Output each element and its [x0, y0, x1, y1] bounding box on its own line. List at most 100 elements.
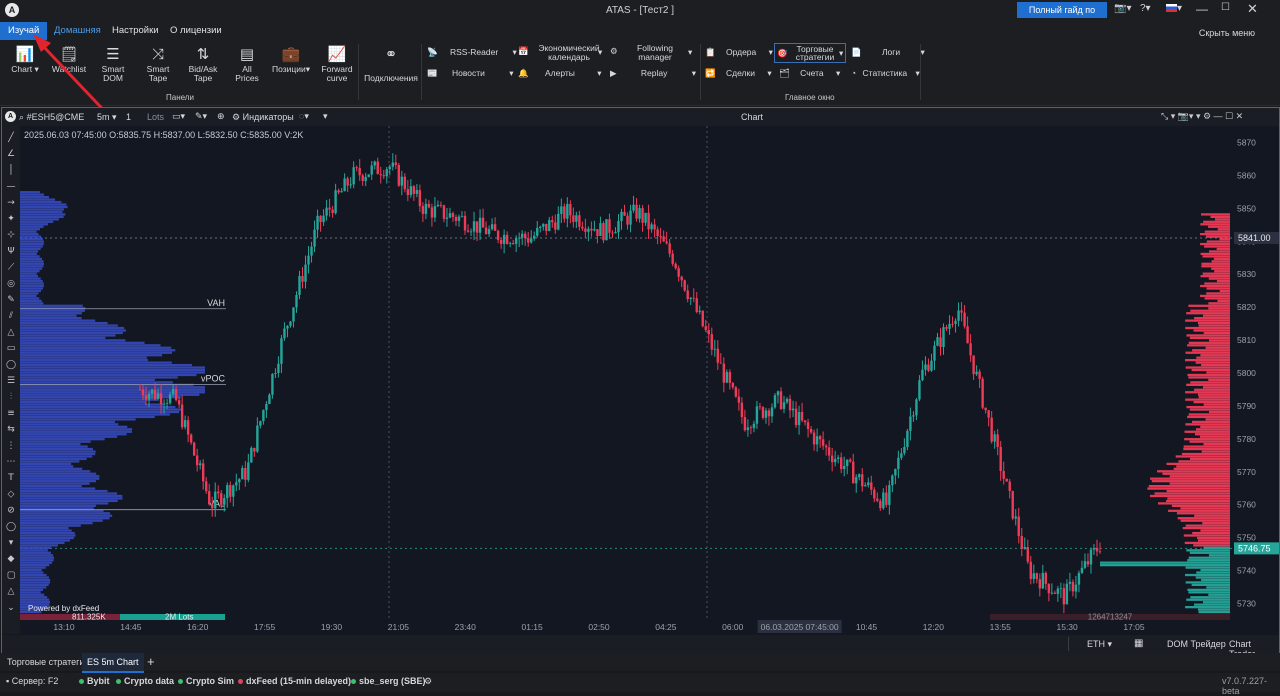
- workspace-tab-es-chart[interactable]: ES 5m Chart: [82, 653, 144, 673]
- drawing-tool-icon[interactable]: ╱: [7, 131, 14, 143]
- candle-body: [466, 230, 470, 232]
- rss-reader-button[interactable]: 📡 RSS-Reader ▾: [427, 47, 517, 57]
- drawing-tool-icon[interactable]: ▢: [7, 570, 16, 580]
- chart-window-controls[interactable]: ⤡ ▾ 📷▾ ▾ ⚙ — ☐ ✕: [1161, 111, 1244, 121]
- watchlist-button[interactable]: 🗒 Watchlist: [48, 45, 90, 74]
- profile-bar: [1188, 376, 1230, 379]
- language-flag-icon[interactable]: ▾: [1166, 3, 1182, 14]
- connections-button[interactable]: ⚭ Подключения: [362, 45, 420, 83]
- drawing-tool-icon[interactable]: Ψ: [7, 246, 14, 256]
- drawing-tool-icon[interactable]: ⊘: [7, 506, 15, 516]
- drawing-tool-icon[interactable]: ◯: [6, 360, 16, 370]
- drawing-tool-icon[interactable]: ⫶: [10, 391, 12, 402]
- drawing-tool-icon[interactable]: T: [7, 473, 14, 483]
- minimize-icon[interactable]: —: [1196, 2, 1208, 16]
- connection-crypto-sim[interactable]: Crypto Sim: [178, 676, 234, 686]
- settings-gear-icon[interactable]: ⚙: [424, 676, 433, 686]
- drawing-tool-icon[interactable]: ⫽: [8, 311, 13, 321]
- connection-dxfeed[interactable]: dxFeed (15-min delayed): [238, 676, 351, 686]
- smart-dom-button[interactable]: ☰ Smart DOM: [94, 45, 132, 83]
- drawing-tool-icon[interactable]: ⊹: [7, 230, 15, 240]
- statistics-button[interactable]: ◔ Статистика ▾: [851, 68, 920, 78]
- price-axis[interactable]: 5730 5740 5750 5760 5770 5780 5790 5800 5810 5820…: [1234, 126, 1279, 620]
- tab-license[interactable]: О лицензии: [170, 25, 222, 36]
- order-icon[interactable]: ▭▾: [172, 111, 186, 121]
- smart-tape-button[interactable]: ⤨ Smart Tape: [138, 45, 178, 83]
- calendar-icon[interactable]: ▦: [1134, 638, 1144, 649]
- strategies-button[interactable]: 🎯 Торговые стратегии ▾: [774, 43, 846, 63]
- drawing-tool-icon[interactable]: ⇆: [7, 425, 15, 435]
- candle-body: [587, 228, 590, 232]
- dom-trader-button[interactable]: DOM Трейдер: [1167, 639, 1226, 649]
- session-select[interactable]: ETH ▾: [1087, 639, 1113, 649]
- drawing-tool-icon[interactable]: —: [7, 182, 16, 192]
- forward-curve-button[interactable]: 📈 Forward curve: [318, 45, 356, 83]
- drawing-tool-icon[interactable]: │: [8, 163, 13, 175]
- candle-body: [671, 253, 674, 264]
- drawing-tool-icon[interactable]: ≡: [7, 408, 15, 418]
- drawing-tool-icon[interactable]: ◯: [6, 522, 16, 532]
- add-workspace-tab-button[interactable]: +: [147, 654, 155, 669]
- candle-body: [418, 190, 422, 207]
- camera-icon[interactable]: 📷▾: [1114, 3, 1132, 14]
- drawing-tool-icon[interactable]: △: [8, 327, 15, 337]
- positions-button[interactable]: 💼 Позиции▾: [268, 45, 314, 74]
- smart-dom-icon: ☰: [106, 46, 120, 63]
- tab-home[interactable]: Домашняя: [54, 25, 101, 36]
- all-prices-button[interactable]: ▤ All Prices: [230, 45, 264, 83]
- alerts-button[interactable]: 🔔 Алерты ▾: [518, 68, 602, 78]
- bid-ask-tape-button[interactable]: ⇅ Bid/Ask Tape: [182, 45, 224, 83]
- tab-settings[interactable]: Настройки: [112, 25, 159, 36]
- connection-crypto-data[interactable]: Crypto data: [116, 676, 174, 686]
- zoom-icon[interactable]: ⊕: [217, 111, 225, 121]
- maximize-icon[interactable]: ☐: [1221, 2, 1230, 13]
- help-icon[interactable]: ?▾: [1140, 3, 1151, 14]
- connection-sbe[interactable]: sbe_serg (SBE): [351, 676, 426, 686]
- time-axis[interactable]: 13:10 14:45 16:20 17:55 19:30 21:05 23:40 01:15…: [20, 620, 1234, 634]
- collapse-menu-button[interactable]: Скрыть меню: [1198, 28, 1255, 38]
- server-status[interactable]: ▪ Сервер: F2: [6, 676, 58, 686]
- drawing-tool-icon[interactable]: →: [7, 198, 15, 208]
- profile-bar: [1188, 413, 1230, 416]
- guide-button[interactable]: Полный гайд по ATAS: [1017, 2, 1107, 31]
- candle-body: [981, 378, 984, 408]
- drawing-tool-icon[interactable]: ⟋: [8, 263, 15, 273]
- drawing-tool-icon[interactable]: ◆: [8, 554, 15, 564]
- connection-bybit[interactable]: Bybit: [79, 676, 110, 686]
- following-icon: ⚙: [610, 46, 618, 56]
- workspace-tab-strategies[interactable]: Торговые стратегии: [7, 657, 90, 667]
- lots-input[interactable]: 1: [126, 112, 132, 122]
- orders-button[interactable]: 📋 Ордера ▾: [705, 47, 773, 57]
- drawing-tool-icon[interactable]: ⋯: [7, 457, 16, 467]
- deals-button[interactable]: 🔁 Сделки ▾: [705, 68, 772, 78]
- candle-body: [319, 215, 322, 223]
- close-icon[interactable]: ✕: [1247, 1, 1258, 16]
- accounts-button[interactable]: 🗂 Счета ▾: [779, 68, 841, 78]
- drawing-tool-icon[interactable]: ⌄: [7, 603, 15, 613]
- drawing-tool-icon[interactable]: ◎: [7, 279, 15, 289]
- drawing-tool-icon[interactable]: ⋮: [7, 441, 16, 451]
- chart-button[interactable]: 📊 Chart ▾: [6, 45, 44, 74]
- candle-body: [1071, 581, 1075, 592]
- drawing-tool-icon[interactable]: ✎: [7, 295, 15, 305]
- settings-icon[interactable]: ◌▾: [299, 111, 309, 121]
- symbol-search[interactable]: ⌕ #ESH5@CME: [19, 112, 84, 123]
- pencil-icon[interactable]: ✎▾: [195, 111, 208, 121]
- drawing-tool-icon[interactable]: ∠: [7, 149, 15, 159]
- candle-body: [1017, 516, 1020, 536]
- candle-body: [349, 184, 352, 186]
- logs-button[interactable]: 📄 Логи ▾: [851, 47, 925, 57]
- drawing-tool-icon[interactable]: ☰: [7, 376, 15, 386]
- chart-plot[interactable]: VAH vPOC VAL Powered by dxFeed 811.325K 2M Lo…: [20, 126, 1234, 622]
- timeframe-select[interactable]: 5m ▾: [97, 112, 117, 122]
- drawing-tool-icon[interactable]: ▾: [9, 538, 14, 548]
- profile-bar: [20, 366, 205, 369]
- template-icon[interactable]: ▾: [323, 111, 328, 121]
- drawing-tool-icon[interactable]: ▭: [7, 344, 16, 354]
- indicators-button[interactable]: ⚙ Индикаторы: [232, 112, 294, 123]
- news-button[interactable]: 📰 Новости ▾: [427, 68, 514, 78]
- drawing-tool-icon[interactable]: ◇: [8, 489, 15, 499]
- drawing-tool-icon[interactable]: △: [8, 587, 15, 597]
- drawing-tool-icon[interactable]: ✦: [7, 214, 15, 224]
- replay-button[interactable]: ▶ Replay ▾: [610, 68, 697, 78]
